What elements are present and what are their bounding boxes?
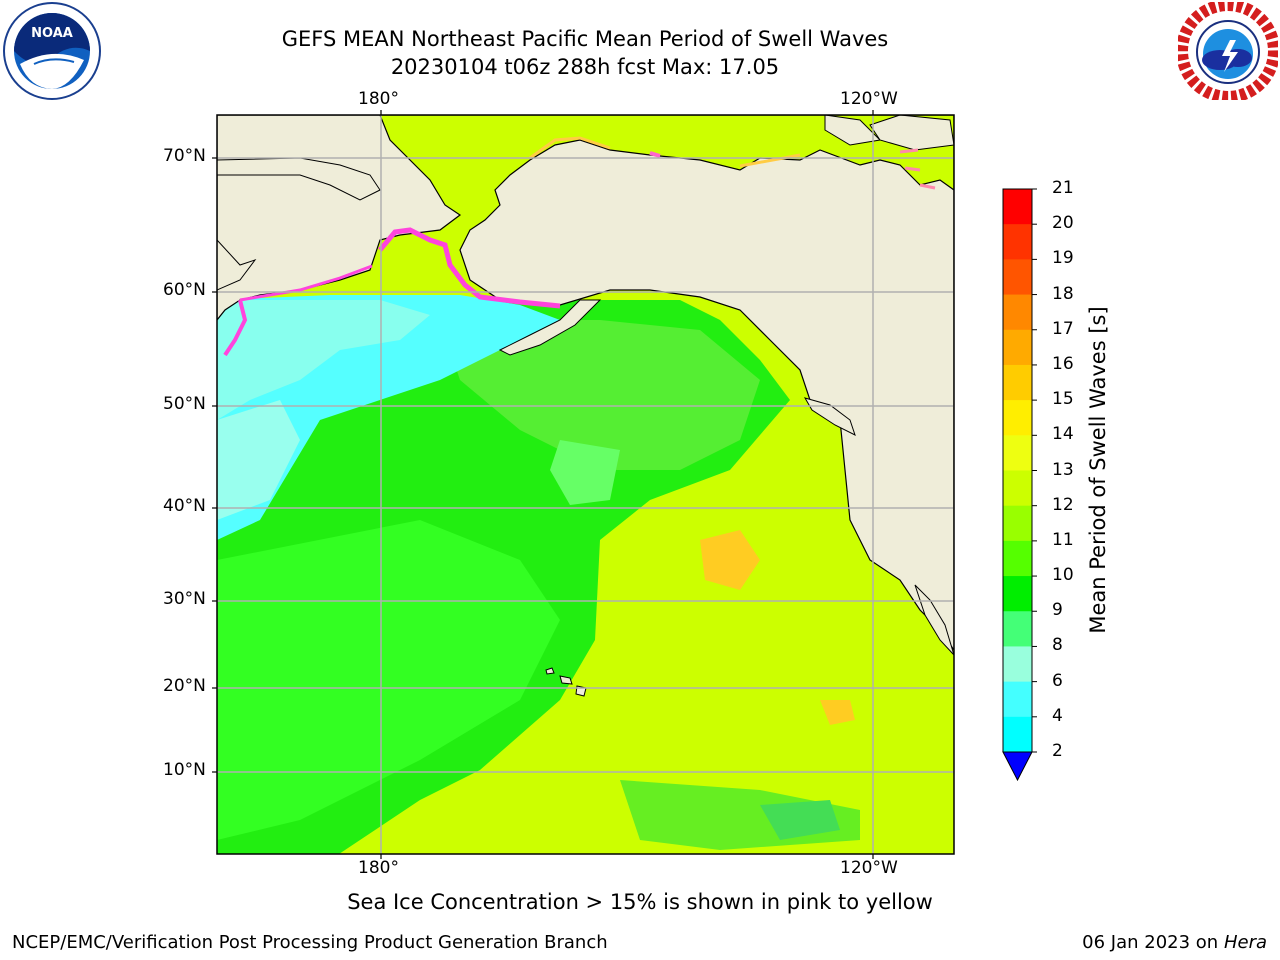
- colorbar: [1002, 188, 1037, 782]
- colorbar-title: Mean Period of Swell Waves [s]: [1086, 306, 1110, 634]
- map-title: GEFS MEAN Northeast Pacific Mean Period …: [281, 27, 889, 51]
- sea-ice-caption: Sea Ice Concentration > 15% is shown in …: [0, 890, 1280, 914]
- lon-label-bottom-120w: 120°W: [840, 858, 898, 878]
- colorbar-tick-label: 15: [1052, 389, 1074, 410]
- colorbar-segment: [1003, 646, 1032, 683]
- colorbar-tick-label: 12: [1052, 494, 1074, 515]
- noaa-logo-text: NOAA: [31, 26, 73, 41]
- footer-organization: NCEP/EMC/Verification Post Processing Pr…: [12, 932, 608, 953]
- colorbar-tick-label: 13: [1052, 459, 1074, 480]
- colorbar-tick-label: 19: [1052, 248, 1074, 269]
- lat-label-30n: 30°N: [163, 589, 206, 609]
- colorbar-segment: [1003, 224, 1032, 260]
- colorbar-segment: [1003, 716, 1032, 753]
- colorbar-tick-label: 16: [1052, 353, 1074, 374]
- lat-label-50n: 50°N: [163, 394, 206, 414]
- colorbar-segment: [1003, 294, 1032, 331]
- colorbar-segment: [1003, 189, 1032, 225]
- colorbar-tick-label: 21: [1052, 178, 1074, 198]
- colorbar-tick-label: 17: [1052, 318, 1074, 339]
- colorbar-segment: [1003, 329, 1032, 366]
- lat-label-70n: 70°N: [163, 146, 206, 166]
- colorbar-tick-label: 10: [1052, 565, 1074, 586]
- colorbar-segment: [1003, 681, 1032, 718]
- colorbar-tick-label: 4: [1052, 705, 1063, 726]
- colorbar-segment: [1003, 364, 1032, 401]
- lon-label-top-120w: 120°W: [840, 89, 898, 109]
- footer-date-text: 06 Jan 2023 on: [1082, 932, 1224, 953]
- colorbar-segment: [1003, 611, 1032, 647]
- lat-label-60n: 60°N: [163, 280, 206, 300]
- colorbar-segment: [1003, 576, 1032, 612]
- colorbar-tick-label: 14: [1052, 424, 1074, 445]
- lat-label-20n: 20°N: [163, 676, 206, 696]
- lon-label-bottom-180: 180°: [358, 858, 399, 878]
- colorbar-tick-label: 8: [1052, 635, 1063, 656]
- colorbar-tick-label: 20: [1052, 213, 1074, 234]
- colorbar-segment: [1003, 400, 1032, 436]
- sea-ice-caption-text: Sea Ice Concentration > 15% is shown in …: [347, 890, 933, 914]
- colorbar-segment: [1003, 540, 1032, 577]
- lat-label-10n: 10°N: [163, 760, 206, 780]
- noaa-logo: NOAA: [3, 2, 101, 100]
- colorbar-segment: [1003, 470, 1032, 507]
- colorbar-tick-label: 6: [1052, 670, 1063, 691]
- map-field: [217, 115, 954, 854]
- map-frame: [216, 114, 955, 855]
- lon-label-top-180: 180°: [358, 89, 399, 109]
- colorbar-segment: [1003, 259, 1032, 296]
- colorbar-extend-arrow: [1002, 751, 1033, 782]
- footer-date: 06 Jan 2023 on Hera: [1082, 932, 1267, 953]
- lat-label-40n: 40°N: [163, 496, 206, 516]
- footer-host: Hera: [1223, 932, 1267, 953]
- nws-logo: [1178, 2, 1278, 100]
- colorbar-tick-label: 9: [1052, 600, 1063, 621]
- colorbar-tick-label: 11: [1052, 529, 1074, 550]
- map-subtitle: 20230104 t06z 288h fcst Max: 17.05: [390, 55, 780, 79]
- colorbar-segment: [1003, 435, 1032, 471]
- colorbar-tick-label: 18: [1052, 283, 1074, 304]
- colorbar-segment: [1003, 505, 1032, 542]
- colorbar-tick-label: 2: [1052, 741, 1063, 761]
